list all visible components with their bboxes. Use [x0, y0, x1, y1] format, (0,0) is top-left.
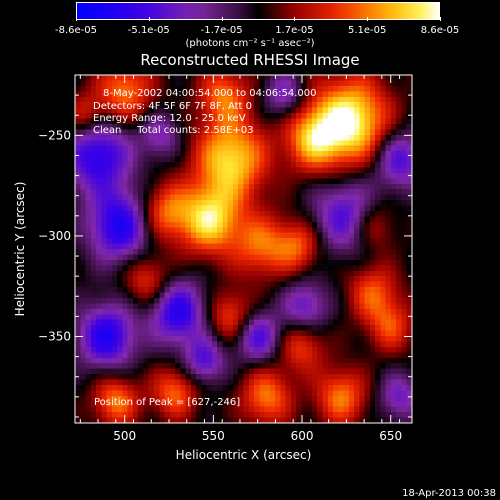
colorbar-tick-mark	[76, 17, 77, 21]
colorbar-tick-label: -1.7e-05	[200, 25, 243, 36]
time-range-text: 8-May-2002 04:00:54.000 to 04:06:54.000	[103, 88, 317, 99]
colorbar-tick-mark	[440, 17, 441, 21]
y-axis-label: Heliocentric Y (arcsec)	[13, 182, 27, 317]
colorbar-tick-label: -8.6e-05	[55, 25, 97, 36]
colorbar-tick-label: 5.1e-05	[347, 25, 387, 36]
y-tick-label: −350	[38, 330, 71, 344]
colorbar-tick-mark	[294, 17, 296, 21]
y-tick-label: −250	[38, 128, 71, 142]
colorbar-unit-label: (photons cm⁻² s⁻¹ asec⁻²)	[185, 38, 315, 49]
energy-range-text: Energy Range: 12.0 - 25.0 keV	[93, 113, 246, 124]
colorbar-tick-mark	[367, 17, 369, 21]
x-axis-label: Heliocentric X (arcsec)	[176, 448, 312, 462]
x-tick-label: 550	[202, 429, 225, 443]
colorbar-tick-mark	[148, 17, 150, 21]
peak-position-text: Position of Peak = [627,-246]	[94, 397, 241, 408]
detectors-text: Detectors: 4F 5F 6F 7F 8F, Att 0	[93, 101, 253, 112]
clean-info-text: Clean Total counts: 2.58E+03	[93, 125, 254, 136]
heatmap-image	[75, 75, 412, 423]
colorbar-tick-label: 1.7e-05	[275, 25, 314, 36]
x-tick-label: 650	[379, 429, 402, 443]
colorbar-tick-mark	[221, 17, 223, 21]
chart-title: Reconstructed RHESSI Image	[140, 51, 360, 69]
y-tick-label: −300	[38, 229, 71, 243]
colorbar-tick-label: 8.6e-05	[420, 25, 460, 36]
plot-frame	[74, 74, 413, 424]
x-tick-label: 600	[291, 429, 314, 443]
timestamp: 18-Apr-2013 00:38	[402, 488, 496, 499]
colorbar-tick-label: -5.1e-05	[127, 25, 170, 36]
colorbar	[76, 2, 440, 20]
x-tick-label: 500	[113, 429, 136, 443]
axes: 500 550 600 650 −250 −300 −350	[38, 74, 412, 443]
